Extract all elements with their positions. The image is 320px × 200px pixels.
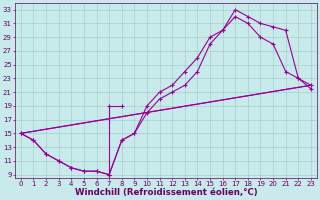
X-axis label: Windchill (Refroidissement éolien,°C): Windchill (Refroidissement éolien,°C) (75, 188, 257, 197)
